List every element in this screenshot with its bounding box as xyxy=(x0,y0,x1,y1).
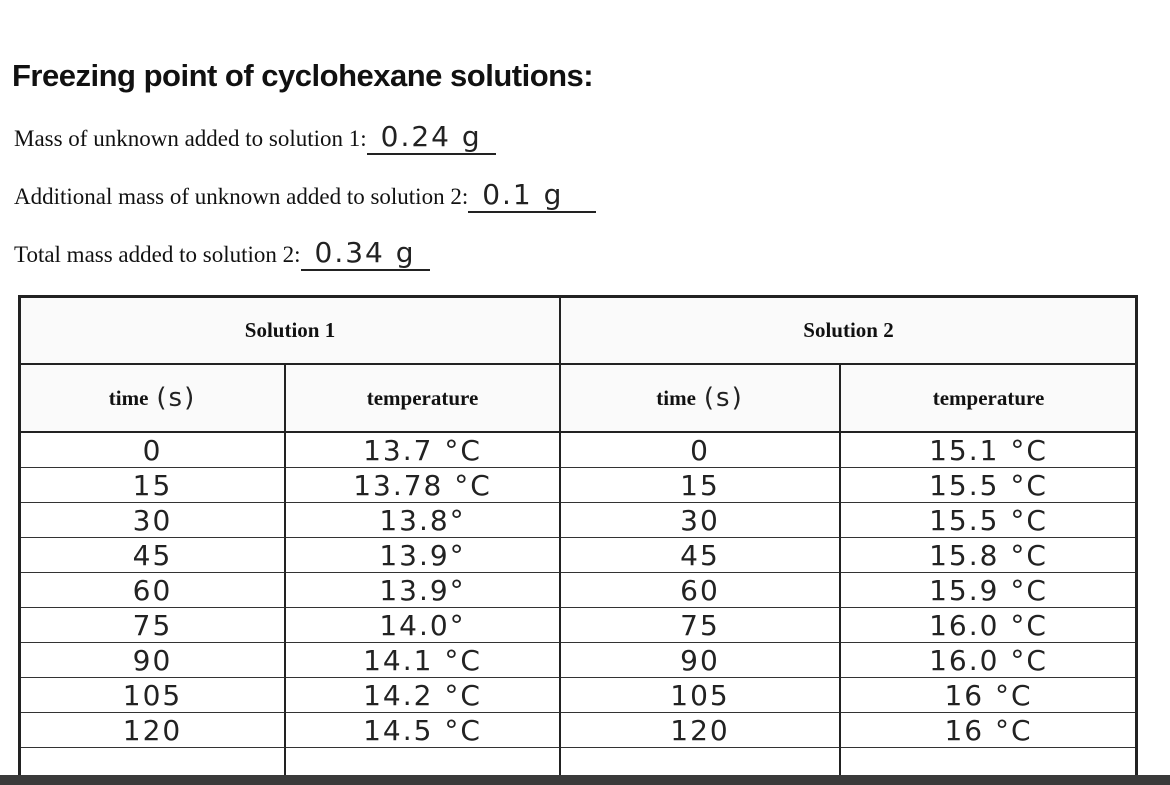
table-cell: 90 xyxy=(21,643,286,678)
column-label: time xyxy=(656,385,696,410)
group-header: Solution 1 xyxy=(21,298,561,365)
field: Additional mass of unknown added to solu… xyxy=(14,178,597,213)
field-value: 0.24 g xyxy=(366,120,496,155)
table-cell: 120 xyxy=(21,713,286,748)
table-cell: 105 xyxy=(561,678,841,713)
empty-cell xyxy=(561,748,841,775)
column-label: temperature xyxy=(932,385,1045,410)
table-cell: 105 xyxy=(21,678,286,713)
bottom-bar xyxy=(0,775,1170,785)
column-note: (s) xyxy=(703,383,744,413)
field-value: 0.34 g xyxy=(300,236,430,271)
table-cell: 14.0° xyxy=(286,608,561,643)
table-cell: 60 xyxy=(561,573,841,608)
column-header: temperature xyxy=(286,365,561,433)
empty-cell xyxy=(21,748,286,775)
table-cell: 15.5 °C xyxy=(841,468,1135,503)
field: Mass of unknown added to solution 1: 0.24… xyxy=(14,120,496,155)
column-header: time (s) xyxy=(21,365,286,433)
table-cell: 14.2 °C xyxy=(286,678,561,713)
table-cell: 60 xyxy=(21,573,286,608)
table-cell: 13.9° xyxy=(286,538,561,573)
table-cell: 90 xyxy=(561,643,841,678)
table-cell: 13.8° xyxy=(286,503,561,538)
column-note: (s) xyxy=(156,383,197,413)
table-cell: 75 xyxy=(21,608,286,643)
table-cell: 13.7 °C xyxy=(286,433,561,468)
empty-cell xyxy=(841,748,1135,775)
table-cell: 0 xyxy=(21,433,286,468)
group-header: Solution 2 xyxy=(561,298,1135,365)
table-cell: 15.5 °C xyxy=(841,503,1135,538)
data-table: Solution 1 Solution 2 time (s) temperature ti… xyxy=(18,295,1138,775)
field: Total mass added to solution 2: 0.34 g xyxy=(14,236,430,271)
table-cell: 14.1 °C xyxy=(286,643,561,678)
field-label: Mass of unknown added to solution 1: xyxy=(14,126,367,151)
table-cell: 16.0 °C xyxy=(841,608,1135,643)
field-label: Total mass added to solution 2: xyxy=(14,242,301,267)
table-cell: 30 xyxy=(21,503,286,538)
table-cell: 45 xyxy=(21,538,286,573)
table-cell: 0 xyxy=(561,433,841,468)
column-header: time (s) xyxy=(561,365,841,433)
table-cell: 45 xyxy=(561,538,841,573)
table-cell: 30 xyxy=(561,503,841,538)
table-cell: 15.8 °C xyxy=(841,538,1135,573)
table-cell: 15 xyxy=(21,468,286,503)
field-label: Additional mass of unknown added to solu… xyxy=(14,184,469,209)
table-cell: 16 °C xyxy=(841,678,1135,713)
table-cell: 16.0 °C xyxy=(841,643,1135,678)
table-cell: 120 xyxy=(561,713,841,748)
field-value: 0.1 g xyxy=(468,178,597,213)
table-cell: 13.78 °C xyxy=(286,468,561,503)
table-cell: 75 xyxy=(561,608,841,643)
table-cell: 15.9 °C xyxy=(841,573,1135,608)
table-cell: 14.5 °C xyxy=(286,713,561,748)
table-cell: 15.1 °C xyxy=(841,433,1135,468)
table-cell: 16 °C xyxy=(841,713,1135,748)
title: Freezing point of cyclohexane solutions: xyxy=(12,58,594,93)
column-header: temperature xyxy=(841,365,1135,433)
empty-cell xyxy=(286,748,561,775)
table-cell: 15 xyxy=(561,468,841,503)
column-label: time xyxy=(108,385,149,410)
column-label: temperature xyxy=(366,385,479,410)
table-cell: 13.9° xyxy=(286,573,561,608)
